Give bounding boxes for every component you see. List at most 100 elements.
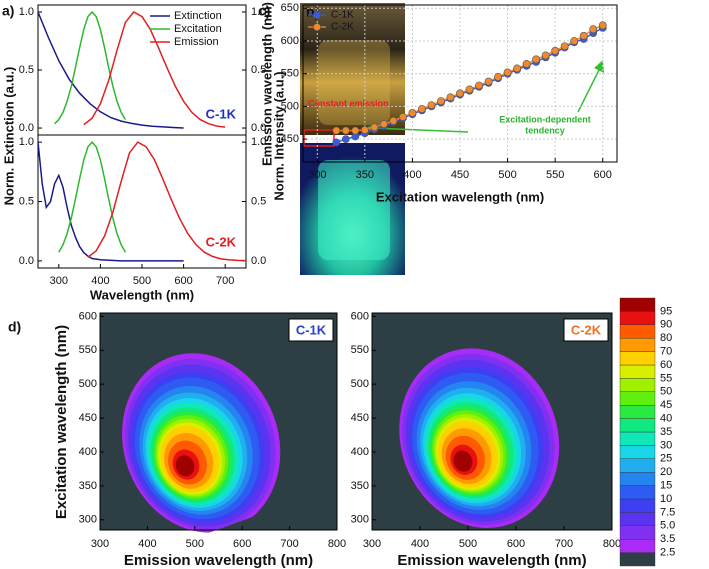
marker: [341, 135, 350, 144]
colorbar-cell: [619, 405, 656, 419]
marker: [598, 21, 607, 30]
x-tick-label: 400: [411, 538, 429, 550]
plot-frame: [99, 312, 338, 531]
y-tick-label: 550: [351, 344, 369, 356]
marker: [475, 81, 483, 90]
map-label: C-2K: [571, 322, 602, 337]
series-line: [87, 141, 246, 262]
y-tick-label: 600: [281, 35, 299, 47]
colorbar-label: 7.5: [660, 506, 675, 518]
legend-label: Emission: [174, 36, 219, 48]
colorbar-label: 25: [660, 453, 672, 465]
marker: [465, 85, 474, 94]
y-tick-label: 300: [351, 514, 369, 526]
arrowhead: [594, 60, 604, 73]
marker: [513, 64, 521, 73]
colorbar-label: 45: [660, 399, 672, 411]
colorbar-label: 80: [660, 332, 672, 344]
colorbar-label: 2.5: [660, 547, 675, 559]
marker: [370, 123, 379, 132]
contour-level: [175, 455, 195, 477]
legend-label: Extinction: [174, 10, 222, 22]
x-tick-label: 350: [356, 169, 374, 181]
colorbar-label: 3.5: [660, 533, 675, 545]
marker: [503, 68, 512, 77]
vial: [318, 40, 390, 125]
x-tick-label: 700: [216, 275, 234, 287]
y-tick-label: 550: [79, 344, 97, 356]
x-tick-label: 800: [328, 538, 346, 550]
colorbar-cell: [619, 297, 656, 312]
x-tick-label: 300: [363, 538, 381, 550]
annotation: tendency: [525, 125, 565, 135]
y-tick-label: 300: [79, 514, 97, 526]
marker: [332, 126, 341, 135]
marker: [484, 77, 493, 86]
plot-frame: [371, 312, 613, 531]
y-tick-label: 600: [351, 310, 369, 322]
annotation: Excitation-dependent: [499, 114, 591, 124]
y2-tick-label: 0.5: [251, 64, 266, 76]
colorbar-label: 50: [660, 386, 672, 398]
sample-label: C-1K: [206, 106, 237, 121]
marker: [541, 51, 550, 60]
marker: [341, 126, 350, 135]
y-tick-label: 500: [281, 100, 299, 112]
marker: [456, 89, 464, 98]
y-axis-title: Norm. Extinction (a.u.): [1, 67, 16, 206]
colorbar-cell: [619, 324, 656, 339]
x-axis-title: Emission wavelength (nm): [124, 552, 313, 569]
x-tick-label: 300: [50, 275, 68, 287]
y-tick-label: 550: [281, 68, 299, 80]
x-tick-label: 500: [133, 275, 151, 287]
colorbar-cell: [619, 552, 656, 567]
y-tick-label: 1.0: [19, 136, 34, 148]
x-tick-label: 600: [233, 538, 251, 550]
map-label: C-1K: [296, 322, 327, 337]
x-tick-label: 800: [603, 538, 621, 550]
x-tick-label: 600: [174, 275, 192, 287]
y-tick-label: 350: [79, 480, 97, 492]
marker: [427, 101, 436, 109]
y-tick-label: 0.0: [19, 255, 34, 267]
y-axis-title: Emission wavelength (nm): [259, 2, 274, 166]
colorbar-label: 90: [660, 319, 672, 331]
y2-tick-label: 0.0: [251, 122, 266, 134]
x-tick-label: 300: [308, 169, 326, 181]
colorbar-label: 5.0: [660, 520, 675, 532]
colorbar-label: 60: [660, 359, 672, 371]
panel-label: d): [8, 319, 21, 335]
colorbar-cell: [619, 351, 656, 366]
x-axis-title: Excitation wavelength (nm): [376, 189, 544, 204]
x-tick-label: 500: [186, 538, 204, 550]
highlight-box: [303, 129, 335, 147]
marker: [570, 37, 579, 45]
series-line: [38, 142, 184, 262]
y-axis-title: Excitation wavelength (nm): [53, 325, 70, 519]
colorbar-cell: [619, 472, 656, 486]
marker: [418, 105, 426, 113]
marker: [494, 73, 502, 81]
colorbar-label: 40: [660, 413, 672, 425]
marker: [332, 138, 341, 147]
colorbar-cell: [619, 445, 656, 459]
map-label-box: [563, 318, 609, 342]
colorbar-label: 95: [660, 305, 672, 317]
y-tick-label: 450: [351, 412, 369, 424]
y-tick-label: 600: [79, 310, 97, 322]
series-line: [58, 140, 127, 253]
marker: [360, 126, 369, 134]
colorbar-label: 30: [660, 439, 672, 451]
y2-tick-label: 0.5: [251, 195, 266, 207]
y2-tick-label: 0.0: [251, 255, 266, 267]
marker: [408, 109, 417, 117]
colorbar-cell: [619, 525, 656, 540]
y-tick-label: 450: [79, 412, 97, 424]
colorbar-cell: [619, 378, 656, 392]
x-tick-label: 400: [91, 275, 109, 287]
colorbar-label: 55: [660, 372, 672, 384]
x-axis-title: Emission wavelength (nm): [397, 552, 586, 569]
y-tick-label: 500: [351, 378, 369, 390]
colorbar-label: 10: [660, 493, 672, 505]
